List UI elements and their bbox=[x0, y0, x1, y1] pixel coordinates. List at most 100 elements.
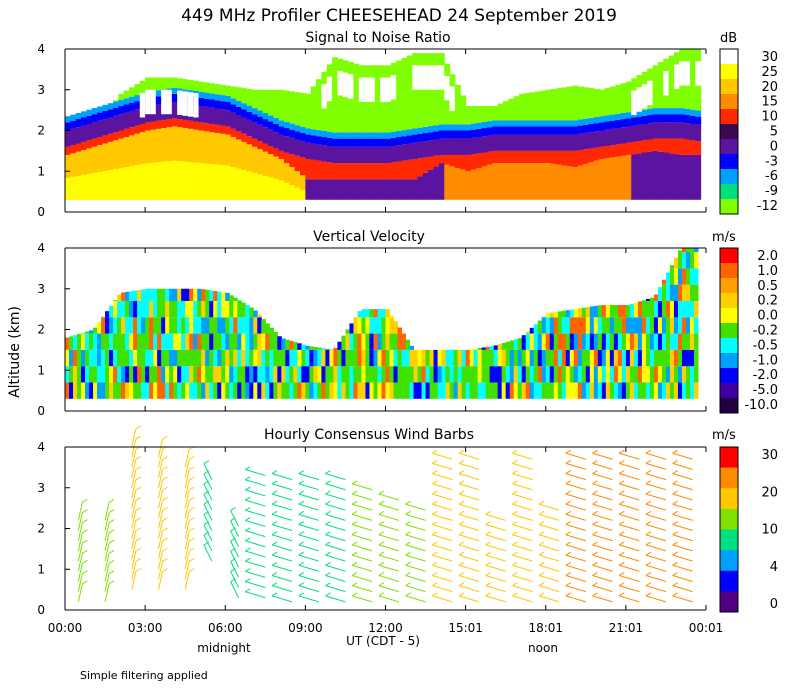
velocity-cell bbox=[649, 297, 655, 301]
velocity-cell bbox=[261, 319, 266, 334]
snr-cell bbox=[481, 128, 488, 137]
snr-cell bbox=[679, 122, 686, 139]
snr-cell bbox=[209, 93, 216, 100]
snr-cell bbox=[278, 180, 285, 200]
wind-barb-flag bbox=[645, 470, 652, 475]
wind-barb-flag bbox=[298, 551, 304, 556]
velocity-cell bbox=[85, 331, 90, 334]
snr-cell bbox=[524, 134, 531, 151]
snr-cell bbox=[583, 124, 589, 133]
wind-barb-flag bbox=[672, 490, 678, 495]
snr-cell bbox=[689, 123, 696, 141]
velocity-cell bbox=[221, 382, 226, 399]
velocity-cell bbox=[293, 382, 298, 399]
snr-cell bbox=[615, 119, 622, 129]
snr-cell bbox=[113, 101, 119, 108]
velocity-cell bbox=[481, 347, 487, 350]
wind-barb-flag bbox=[108, 539, 115, 544]
snr-cell bbox=[337, 58, 344, 133]
snr-cell bbox=[209, 123, 216, 133]
wind-barb-flag bbox=[135, 507, 142, 511]
velocity-cell bbox=[281, 349, 286, 367]
snr-cell bbox=[284, 152, 290, 164]
snr-cell bbox=[567, 120, 573, 127]
velocity-cell bbox=[89, 349, 94, 367]
velocity-cell bbox=[233, 297, 238, 301]
snr-cell bbox=[620, 112, 627, 120]
wind-barb bbox=[592, 524, 613, 532]
wind-barb bbox=[619, 452, 640, 460]
snr-cell bbox=[198, 91, 205, 98]
wind-barb bbox=[352, 493, 373, 501]
wind-barb-flag bbox=[485, 541, 491, 546]
wind-barb bbox=[157, 510, 163, 529]
snr-cell bbox=[332, 163, 338, 180]
velocity-cell bbox=[437, 366, 443, 383]
velocity-cell bbox=[245, 305, 250, 318]
velocity-cell bbox=[537, 382, 543, 399]
velocity-cell bbox=[557, 333, 563, 350]
wind-barb bbox=[512, 503, 533, 511]
velocity-cell bbox=[565, 333, 571, 350]
wind-barb-flag bbox=[512, 551, 518, 556]
velocity-cell bbox=[149, 317, 154, 334]
snr-cell bbox=[75, 112, 82, 120]
snr-cell bbox=[668, 55, 675, 109]
snr-cell bbox=[470, 123, 477, 130]
wind-barb bbox=[672, 483, 693, 491]
velocity-cell bbox=[193, 349, 198, 367]
velocity-cell bbox=[293, 366, 298, 383]
velocity-cell bbox=[585, 307, 591, 318]
wind-barb-flag bbox=[565, 480, 572, 485]
velocity-cell bbox=[681, 382, 687, 399]
velocity-cell bbox=[213, 349, 218, 367]
snr-cell bbox=[155, 96, 162, 105]
velocity-cell bbox=[677, 284, 683, 301]
velocity-cell bbox=[309, 382, 314, 399]
velocity-cell bbox=[229, 382, 234, 399]
wind-barb bbox=[565, 483, 586, 491]
wind-barb bbox=[157, 520, 163, 539]
wind-barb-flag bbox=[135, 496, 142, 501]
snr-cell bbox=[203, 92, 210, 99]
colorbar-swatch bbox=[720, 508, 738, 530]
wind-barb bbox=[203, 544, 213, 562]
wind-barb bbox=[432, 574, 453, 582]
velocity-cell bbox=[161, 366, 166, 383]
snr-cell bbox=[396, 161, 403, 180]
snr-cell bbox=[118, 93, 125, 100]
velocity-cell bbox=[105, 333, 110, 350]
snr-cell bbox=[551, 126, 557, 135]
velocity-cell bbox=[177, 333, 182, 350]
snr-cell bbox=[273, 156, 280, 200]
y-tick-label: 4 bbox=[37, 440, 45, 454]
wind-barb bbox=[672, 524, 693, 532]
velocity-cell bbox=[665, 366, 671, 383]
wind-barb bbox=[565, 554, 586, 562]
wind-barb bbox=[157, 439, 163, 458]
velocity-cell bbox=[217, 317, 222, 334]
wind-barb-flag bbox=[162, 547, 168, 552]
velocity-cell bbox=[265, 366, 270, 383]
wind-barb-flag bbox=[565, 551, 572, 556]
velocity-cell bbox=[421, 382, 427, 399]
snr-cell bbox=[631, 154, 638, 200]
snr-cell bbox=[385, 146, 392, 164]
wind-barb-flag bbox=[351, 480, 358, 485]
velocity-cell bbox=[177, 288, 182, 301]
snr-cell bbox=[668, 138, 675, 154]
wind-barb-flag bbox=[188, 486, 195, 491]
wind-barb bbox=[538, 585, 560, 593]
velocity-cell bbox=[141, 366, 146, 383]
velocity-cell bbox=[369, 333, 374, 350]
velocity-cell bbox=[469, 382, 475, 399]
snr-cell bbox=[529, 92, 536, 121]
velocity-cell bbox=[197, 288, 202, 301]
snr-cell bbox=[241, 109, 248, 118]
velocity-cell bbox=[89, 366, 94, 383]
wind-barb bbox=[298, 585, 319, 593]
velocity-cell bbox=[405, 366, 411, 383]
velocity-cell bbox=[393, 333, 399, 350]
velocity-cell bbox=[573, 382, 579, 399]
snr-cell bbox=[118, 167, 125, 200]
